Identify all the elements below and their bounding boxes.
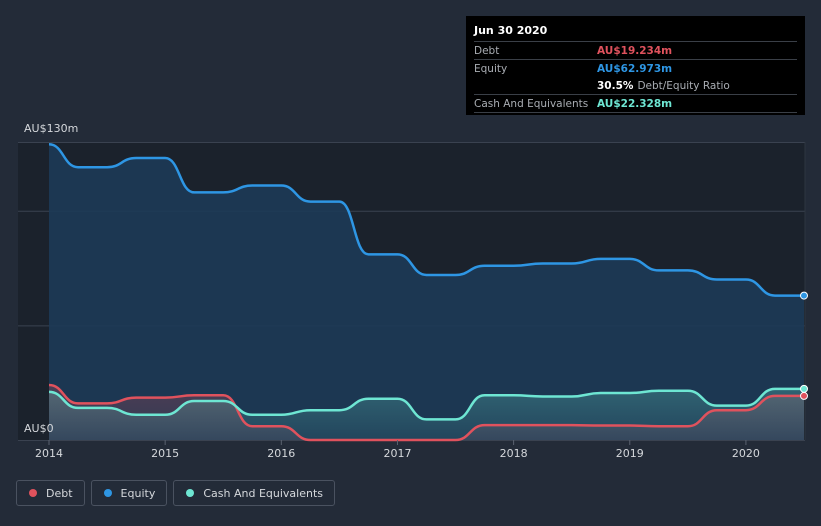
legend-item-equity[interactable]: Equity — [90, 480, 168, 506]
tooltip-date: Jun 30 2020 — [474, 24, 548, 37]
tooltip-equity-label: Equity — [474, 62, 508, 75]
legend-label-cash: Cash And Equivalents — [203, 486, 323, 500]
tooltip-equity-value: AU$62.973m — [597, 62, 673, 75]
tooltip-debt-value: AU$19.234m — [597, 44, 673, 57]
tooltip-ratio-value: 30.5% — [597, 79, 634, 92]
chart-lines — [48, 143, 804, 442]
end-marker-cash — [800, 384, 808, 393]
series-line-debt — [48, 383, 804, 442]
tooltip-cash-value: AU$22.328m — [597, 97, 673, 110]
x-tick-label: 2019 — [616, 447, 644, 460]
legend-item-debt[interactable]: Debt — [16, 480, 85, 506]
tooltip-debt-label: Debt — [474, 44, 500, 57]
tooltip-ratio-label: Debt/Equity Ratio — [637, 79, 730, 92]
legend-dot-equity — [103, 489, 112, 497]
x-tick-label: 2020 — [732, 447, 760, 460]
legend-dot-debt — [29, 489, 37, 497]
area-equity — [49, 144, 804, 441]
tooltip-debt-row: Debt AU$19.234m — [474, 41, 797, 59]
chart-legend: Debt Equity Cash And Equivalents — [16, 480, 335, 506]
x-tick-label: 2014 — [35, 447, 63, 460]
y-tick-label-zero: AU$0 — [24, 422, 54, 435]
legend-label-debt: Debt — [46, 486, 73, 500]
tooltip-equity-row: Equity AU$62.973m — [474, 59, 797, 77]
tooltip-cash-label: Cash And Equivalents — [474, 97, 589, 110]
chart-markers — [800, 291, 808, 400]
end-marker-equity — [800, 291, 808, 300]
tooltip-cash-row: Cash And Equivalents AU$22.328m — [474, 94, 797, 113]
tooltip-ratio-row: 30.5% Debt/Equity Ratio — [474, 77, 797, 94]
series-line-equity — [48, 143, 804, 297]
y-tick-label-max: AU$130m — [24, 122, 78, 135]
x-axis-ticks: 2014 2015 2016 2017 2018 2019 2020 — [35, 440, 760, 460]
x-tick-label: 2017 — [383, 447, 411, 460]
tooltip-panel: Jun 30 2020 Debt AU$19.234m Equity AU$62… — [466, 16, 805, 115]
legend-item-cash[interactable]: Cash And Equivalents — [173, 480, 335, 506]
x-tick-label: 2016 — [267, 447, 295, 460]
x-tick-label: 2018 — [500, 447, 528, 460]
legend-label-equity: Equity — [120, 486, 156, 500]
area-cash — [49, 388, 804, 440]
series-line-cash — [48, 387, 804, 421]
end-marker-debt — [800, 391, 808, 400]
legend-dot-cash — [186, 489, 195, 497]
x-tick-label: 2015 — [151, 447, 179, 460]
